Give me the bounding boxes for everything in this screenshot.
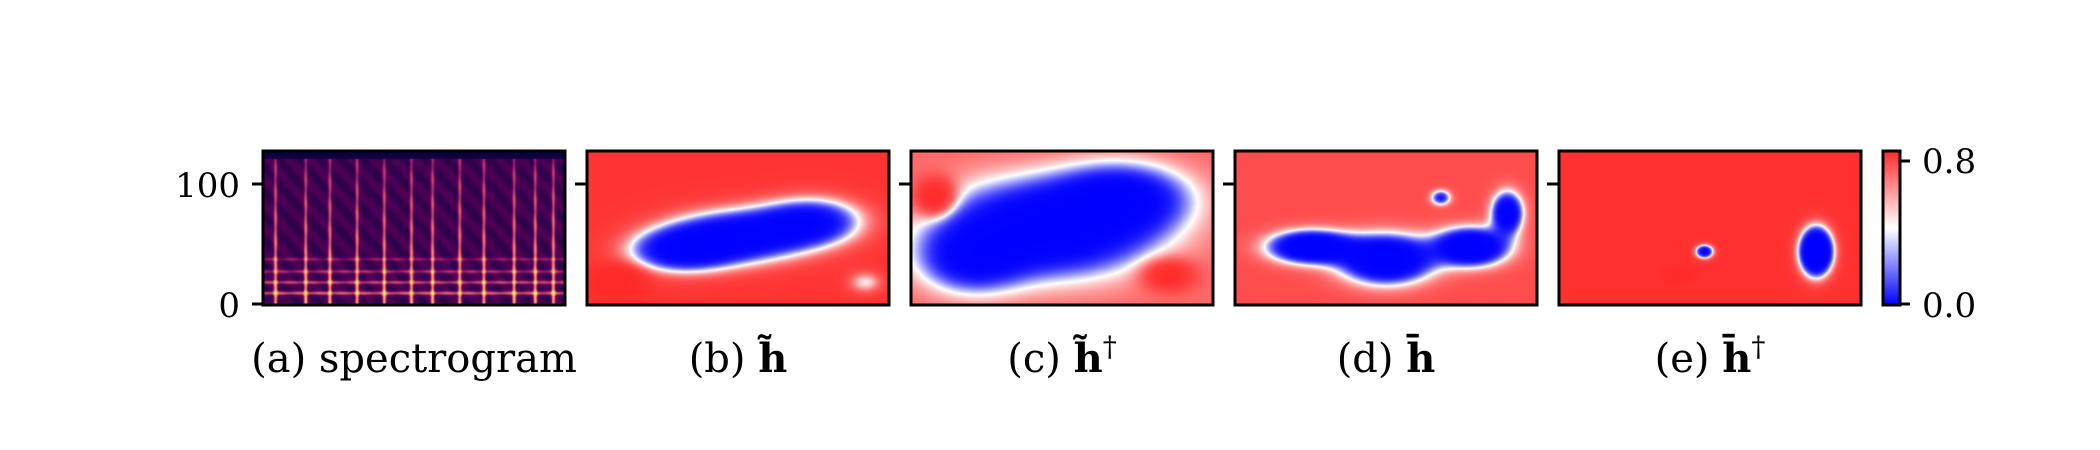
colorbar: 0.8 0.0 xyxy=(1881,142,1976,326)
panel-b-frame xyxy=(585,149,891,307)
colorbar-frame xyxy=(1881,149,1902,307)
spectrogram-image xyxy=(263,151,565,305)
colorbar-gradient xyxy=(1883,151,1900,305)
colorbar-label-min: 0.0 xyxy=(1922,286,1976,326)
panel-e: (e) h̄† xyxy=(1547,149,1863,383)
saliency-heatmap-c xyxy=(911,151,1213,305)
caption-c: (c) h̃† xyxy=(1007,330,1116,383)
panel-a: 0 100 (a) spectrogram xyxy=(175,149,577,382)
saliency-heatmap-d xyxy=(1235,151,1537,305)
panel-e-frame xyxy=(1557,149,1863,307)
y-tick-label-100: 100 xyxy=(175,166,240,206)
colorbar-label-max: 0.8 xyxy=(1922,142,1976,182)
panel-d-frame xyxy=(1233,149,1539,307)
saliency-heatmap-b xyxy=(587,151,889,305)
panel-b: (b) h̃ xyxy=(575,149,891,382)
panel-c: (c) h̃† xyxy=(899,149,1215,383)
y-tick-label-0: 0 xyxy=(218,286,240,326)
panel-d: (d) h̄ xyxy=(1223,149,1539,382)
panel-c-frame xyxy=(909,149,1215,307)
panel-a-frame xyxy=(261,149,567,307)
caption-d: (d) h̄ xyxy=(1337,335,1436,382)
caption-b: (b) h̃ xyxy=(689,335,788,382)
caption-a: (a) spectrogram xyxy=(251,336,577,382)
caption-e: (e) h̄† xyxy=(1655,330,1766,383)
saliency-heatmap-e xyxy=(1559,151,1861,305)
